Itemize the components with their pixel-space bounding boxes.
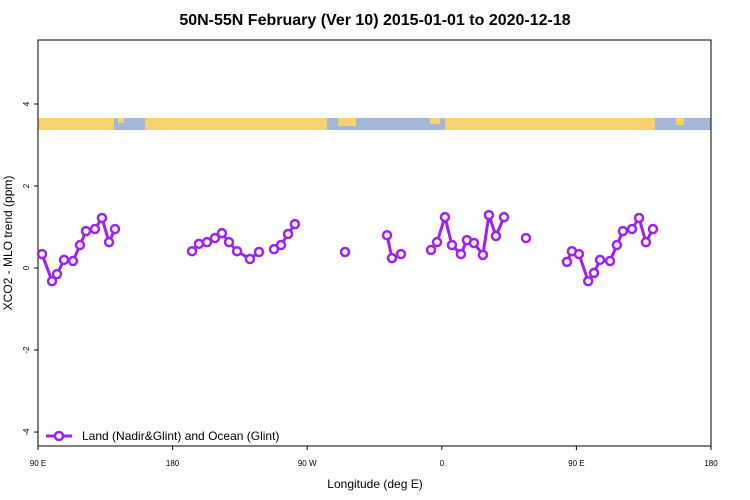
data-point xyxy=(446,239,458,251)
data-point xyxy=(431,236,443,248)
data-point xyxy=(46,275,58,287)
data-point xyxy=(109,223,121,235)
x-tick-label: 180 xyxy=(166,459,180,468)
data-point xyxy=(216,227,228,239)
y-tick-label: 2 xyxy=(22,183,31,188)
x-tick-label: 90 E xyxy=(30,459,46,468)
data-point xyxy=(223,236,235,248)
data-point xyxy=(89,223,101,235)
data-point xyxy=(253,246,265,258)
data-point xyxy=(477,249,489,261)
data-point xyxy=(468,237,480,249)
data-point xyxy=(425,244,437,256)
x-tick-label: 90 W xyxy=(298,459,317,468)
data-point xyxy=(36,248,48,260)
data-point xyxy=(604,255,616,267)
data-point xyxy=(611,239,623,251)
data-point xyxy=(626,223,638,235)
x-axis-label: Longitude (deg E) xyxy=(327,477,422,491)
data-point xyxy=(339,246,351,258)
plot-frame xyxy=(37,39,712,447)
data-point xyxy=(289,218,301,230)
legend-marker xyxy=(53,430,65,442)
x-tick-label: 90 E xyxy=(568,459,584,468)
data-point xyxy=(483,209,495,221)
data-point xyxy=(490,230,502,242)
data-point xyxy=(74,239,86,251)
x-tick-label: 0 xyxy=(440,459,445,468)
data-point xyxy=(80,225,92,237)
data-point xyxy=(561,256,573,268)
data-point xyxy=(640,236,652,248)
data-point xyxy=(381,229,393,241)
data-point xyxy=(96,212,108,224)
data-point xyxy=(647,223,659,235)
chart-title: 50N-55N February (Ver 10) 2015-01-01 to … xyxy=(179,12,570,29)
data-point xyxy=(617,225,629,237)
data-point xyxy=(67,255,79,267)
data-point xyxy=(395,248,407,260)
x-tick-label: 180 xyxy=(704,459,718,468)
data-point xyxy=(231,245,243,257)
data-point xyxy=(58,254,70,266)
data-point xyxy=(520,232,532,244)
data-point xyxy=(186,245,198,257)
data-point xyxy=(498,211,510,223)
y-tick-label: -4 xyxy=(22,428,31,436)
data-point xyxy=(201,236,213,248)
data-point xyxy=(282,228,294,240)
data-point xyxy=(594,254,606,266)
data-point xyxy=(439,211,451,223)
legend-label: Land (Nadir&Glint) and Ocean (Glint) xyxy=(82,429,279,443)
data-point xyxy=(588,267,600,279)
y-tick-label: -2 xyxy=(22,346,31,354)
data-point xyxy=(455,248,467,260)
data-point xyxy=(275,239,287,251)
data-point xyxy=(386,252,398,264)
data-point xyxy=(51,268,63,280)
data-point xyxy=(573,248,585,260)
y-tick-label: 4 xyxy=(22,101,31,106)
land-ocean-strip xyxy=(38,118,711,130)
data-point xyxy=(209,232,221,244)
data-point xyxy=(582,275,594,287)
data-point xyxy=(103,236,115,248)
data-point xyxy=(244,253,256,265)
y-axis-label: XCO2 - MLO trend (ppm) xyxy=(1,176,15,311)
data-point xyxy=(633,212,645,224)
data-point xyxy=(193,238,205,250)
y-tick-label: 0 xyxy=(22,265,31,270)
